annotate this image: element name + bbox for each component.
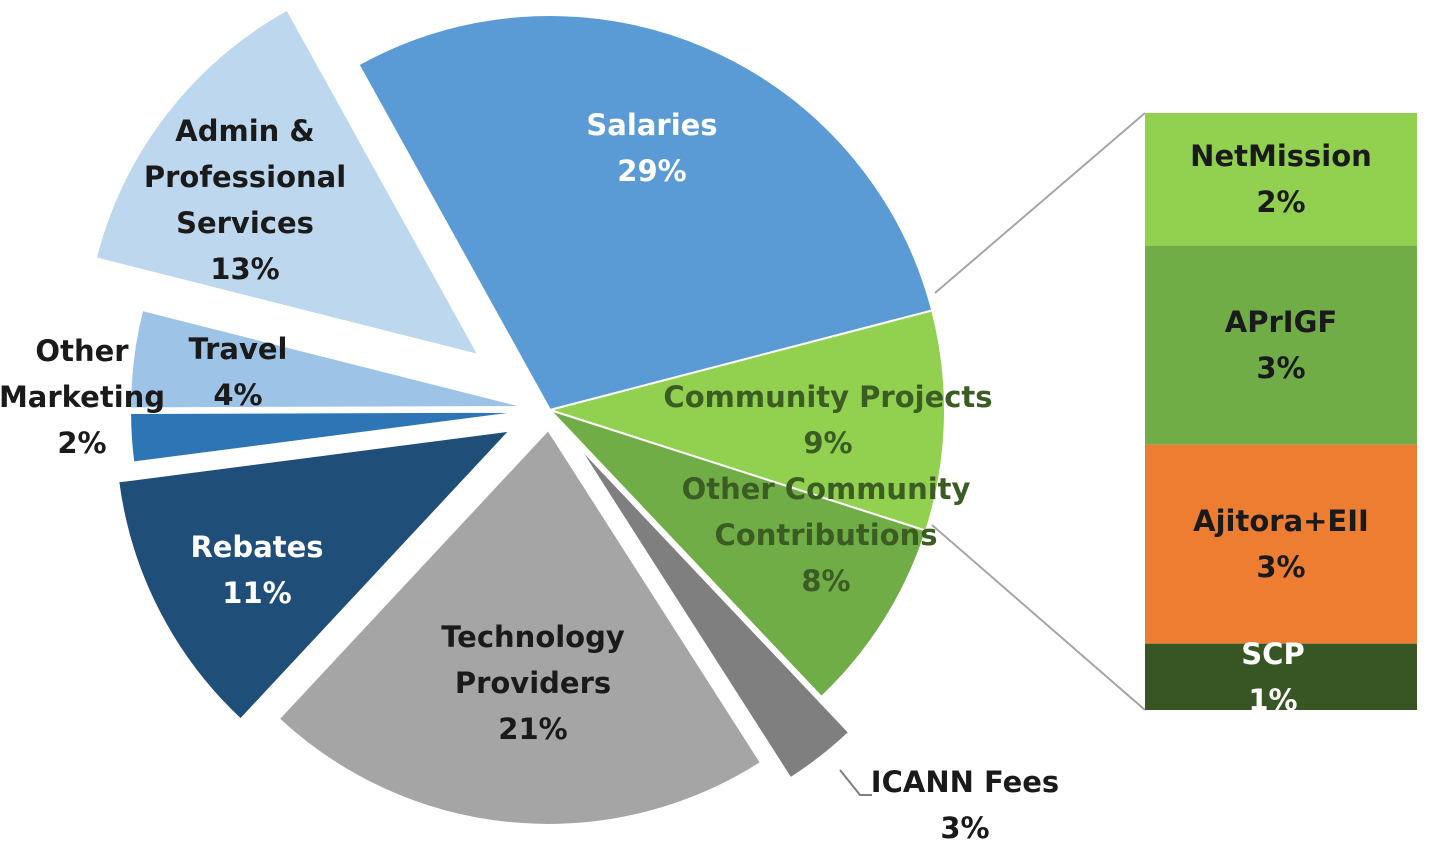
label-text: 8% — [801, 564, 851, 598]
data-label: APrIGF 3% — [1145, 299, 1417, 391]
label-text: 13% — [210, 252, 280, 286]
data-label: Community Projects 9% — [648, 374, 1008, 466]
label-text: APrIGF — [1224, 305, 1338, 340]
label-text: Admin & Professional Services — [143, 114, 347, 240]
data-label: Technology Providers 21% — [413, 614, 653, 752]
data-label: Travel 4% — [178, 326, 298, 418]
breakdown-segment — [1145, 444, 1417, 644]
label-text: NetMission — [1190, 139, 1372, 174]
connector-line — [934, 112, 1146, 294]
label-text: 29% — [617, 154, 687, 188]
pie-slice — [117, 429, 513, 721]
pie-slice — [94, 8, 481, 357]
pie-slice — [277, 428, 763, 826]
leader-line — [839, 769, 872, 796]
label-text: 2% — [1256, 185, 1306, 220]
pie-slice — [549, 409, 928, 699]
data-label: Other Marketing 2% — [0, 328, 167, 466]
data-label: Rebates 11% — [157, 524, 357, 616]
label-text: 3% — [1256, 351, 1306, 386]
label-text: Salaries — [586, 108, 718, 142]
data-label: NetMission 2% — [1145, 133, 1417, 225]
pie-slice — [129, 410, 526, 464]
breakdown-segment — [1145, 113, 1417, 246]
connector-line — [931, 524, 1146, 711]
pie-slice — [129, 308, 526, 410]
label-text: Other Marketing — [0, 334, 166, 414]
label-text: 21% — [498, 712, 568, 746]
label-text: Other Community Contributions — [681, 472, 971, 552]
data-label: Other Community Contributions 8% — [666, 466, 986, 604]
data-label: ICANN Fees 3% — [855, 759, 1075, 844]
pie-slice — [357, 14, 934, 412]
label-text: Ajitora+EII — [1193, 504, 1369, 539]
label-text: 9% — [803, 426, 853, 460]
data-label: SCP 1% — [1137, 631, 1409, 723]
label-text: Technology Providers — [441, 620, 625, 700]
breakdown-segment — [1145, 643, 1417, 710]
breakdown-segment — [1145, 245, 1417, 445]
label-text: 3% — [940, 811, 990, 844]
data-label: Ajitora+EII 3% — [1145, 498, 1417, 590]
data-label: Admin & Professional Services 13% — [135, 108, 355, 292]
label-text: SCP — [1241, 636, 1305, 671]
label-text: 3% — [1256, 550, 1306, 585]
pie-slice — [546, 309, 946, 533]
label-text: ICANN Fees — [870, 765, 1060, 799]
label-text: 1% — [1248, 682, 1298, 717]
label-text: Community Projects — [663, 380, 993, 414]
label-text: Travel — [188, 332, 288, 366]
label-text: Rebates — [190, 530, 324, 564]
pie-slice — [576, 444, 851, 780]
label-text: 11% — [222, 576, 292, 610]
label-text: 4% — [213, 378, 263, 412]
data-label: Salaries 29% — [532, 102, 772, 194]
label-text: 2% — [57, 426, 107, 460]
